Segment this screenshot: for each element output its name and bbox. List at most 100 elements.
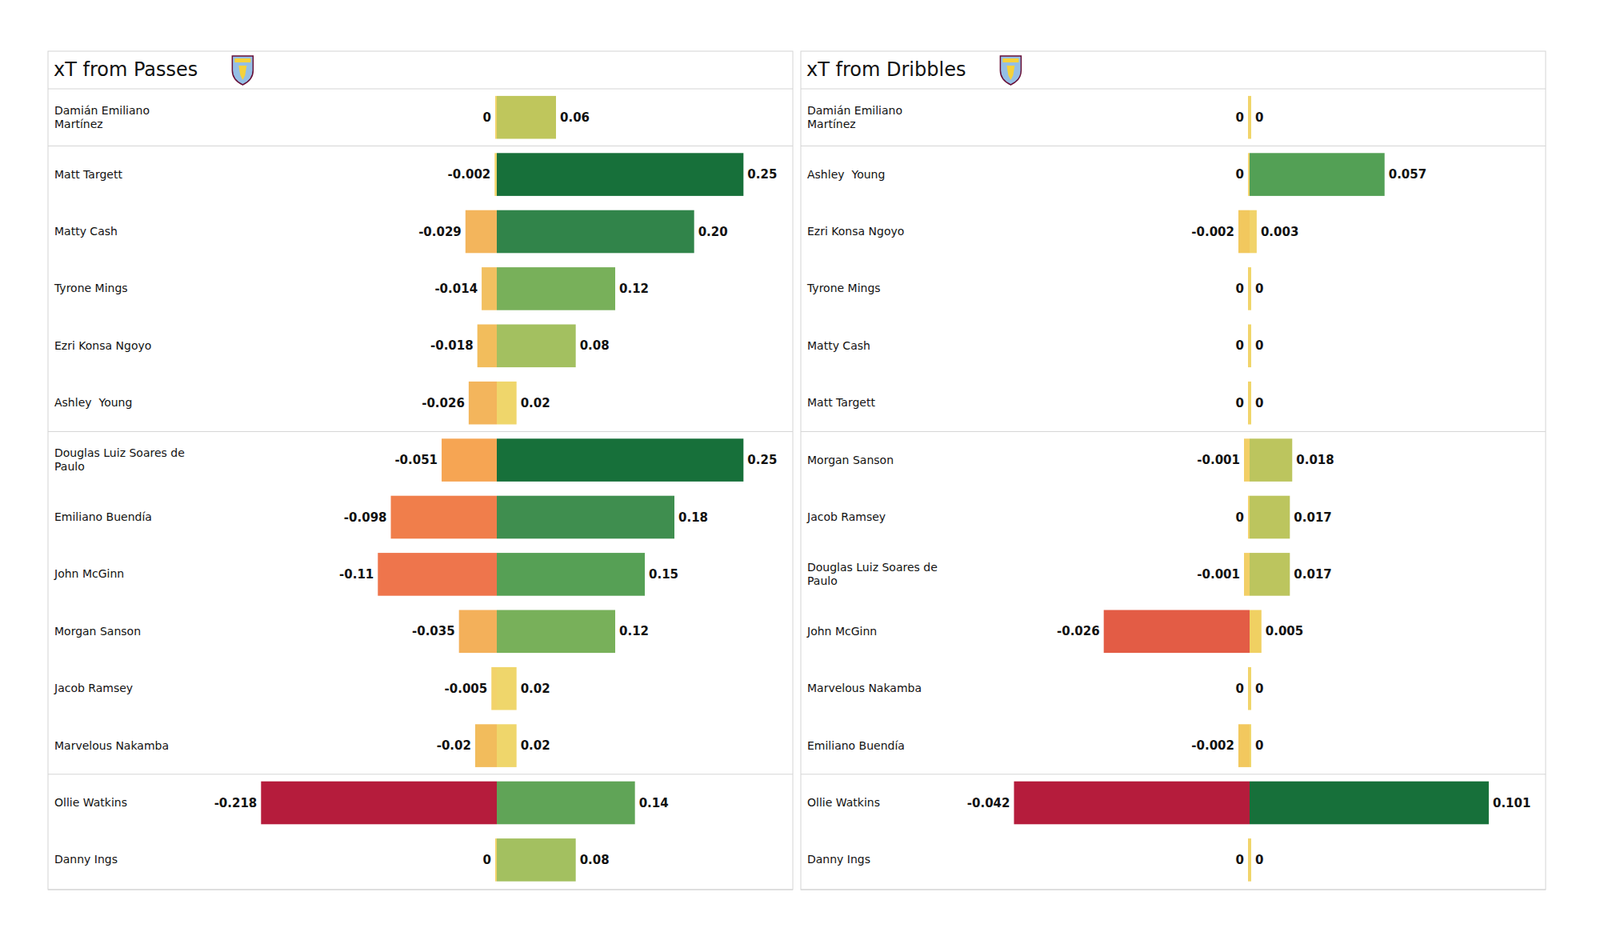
bar <box>481 267 497 311</box>
data-label: 0.18 <box>678 510 708 525</box>
group-divider <box>800 773 1546 775</box>
data-label: 0.06 <box>560 110 590 125</box>
category-label: Ezri Konsa Ngoyo <box>807 224 945 239</box>
data-label: 0.02 <box>520 681 551 696</box>
data-label: 0 <box>483 852 492 868</box>
data-label: 0.25 <box>747 452 777 468</box>
data-label: 0 <box>1255 110 1264 125</box>
category-label: Damián Emiliano Martínez <box>807 104 945 132</box>
bar <box>496 496 675 540</box>
bar <box>441 438 497 482</box>
category-label: Morgan Sanson <box>54 624 192 639</box>
data-label: -0.018 <box>430 338 474 353</box>
category-label: Ollie Watkins <box>54 796 192 810</box>
data-label: 0 <box>1236 281 1244 296</box>
category-label: Jacob Ramsey <box>807 510 945 524</box>
panel-frame <box>48 51 793 890</box>
category-label: Emiliano Buendía <box>54 510 192 524</box>
data-label: 0 <box>1255 338 1264 353</box>
data-label: 0.14 <box>639 796 669 811</box>
bar <box>1249 552 1290 596</box>
data-label: 0 <box>1255 681 1264 696</box>
bar <box>496 324 576 368</box>
data-label: 0 <box>1236 167 1244 182</box>
bar <box>1248 667 1250 711</box>
data-label: 0.003 <box>1260 224 1299 240</box>
bar <box>1249 381 1252 425</box>
bar <box>1013 781 1250 825</box>
page: xT from Passes0-0.002-0.029-0.014-0.018-… <box>0 0 1600 940</box>
bars <box>260 96 744 882</box>
data-label: -0.002 <box>1191 224 1235 240</box>
data-label: 0.101 <box>1492 796 1531 811</box>
bar <box>1249 96 1252 140</box>
data-label: -0.005 <box>444 681 488 696</box>
data-label: 0.25 <box>747 167 777 182</box>
data-label: -0.002 <box>1191 738 1235 753</box>
bar <box>496 781 636 825</box>
bar <box>494 152 497 196</box>
bar <box>496 152 744 196</box>
data-label: -0.026 <box>1056 624 1100 639</box>
data-label: -0.02 <box>436 738 472 753</box>
bar <box>475 724 497 768</box>
bar <box>1248 838 1250 882</box>
data-label: 0 <box>1236 338 1244 353</box>
category-label: Tyrone Mings <box>54 281 192 296</box>
data-label: 0 <box>1236 396 1244 411</box>
bar <box>1248 496 1250 540</box>
data-label: 0 <box>1236 510 1244 525</box>
data-label: 0.20 <box>698 224 728 240</box>
bar <box>496 610 616 654</box>
data-label: 0 <box>1236 110 1244 125</box>
bar <box>1249 781 1489 825</box>
category-label: Ollie Watkins <box>807 796 945 810</box>
data-label: 0 <box>1255 738 1264 753</box>
chart-title: xT from Passes <box>53 58 198 81</box>
data-label: -0.001 <box>1196 567 1240 582</box>
category-label: Douglas Luiz Soares de Paulo <box>54 446 192 474</box>
data-label: 0.12 <box>619 281 649 296</box>
header-line <box>800 88 1546 90</box>
labels: 0-0.002-0.029-0.014-0.018-0.026-0.051-0.… <box>214 110 778 868</box>
bar <box>1249 610 1262 654</box>
category-label: Morgan Sanson <box>807 453 945 468</box>
data-label: 0 <box>1255 852 1264 868</box>
group-divider <box>48 431 793 432</box>
data-label: 0.15 <box>648 567 679 582</box>
bar <box>496 438 744 482</box>
bar <box>459 610 497 654</box>
bars <box>1013 96 1488 882</box>
data-label: -0.029 <box>418 224 462 240</box>
data-label: 0.017 <box>1293 567 1332 582</box>
category-label: Marvelous Nakamba <box>807 681 945 696</box>
header-line <box>48 88 793 90</box>
category-label: Ashley Young <box>54 396 192 410</box>
data-label: -0.035 <box>412 624 456 639</box>
bar <box>1248 381 1250 425</box>
bar <box>1249 267 1252 311</box>
category-label: Matt Targett <box>54 168 192 182</box>
club-logo <box>1000 56 1021 85</box>
bar <box>495 838 497 882</box>
data-label: -0.098 <box>344 510 388 525</box>
category-label: Danny Ings <box>54 852 192 867</box>
bar <box>391 496 497 540</box>
data-label: 0.02 <box>520 396 551 411</box>
data-label: 0 <box>1255 281 1264 296</box>
bar <box>491 667 497 711</box>
data-label: 0.08 <box>580 852 610 868</box>
chart-title: xT from Dribbles <box>806 58 966 81</box>
bar <box>1248 152 1250 196</box>
category-label: Matty Cash <box>54 224 192 239</box>
data-label: -0.218 <box>214 796 258 811</box>
bar <box>260 781 497 825</box>
bar <box>1238 724 1250 768</box>
data-label: 0.005 <box>1265 624 1304 639</box>
category-label: Ashley Young <box>807 168 945 182</box>
data-label: 0 <box>483 110 492 125</box>
category-label: Marvelous Nakamba <box>54 739 192 753</box>
category-label: Emiliano Buendía <box>807 739 945 753</box>
bar <box>1249 152 1385 196</box>
group-divider <box>48 773 793 775</box>
